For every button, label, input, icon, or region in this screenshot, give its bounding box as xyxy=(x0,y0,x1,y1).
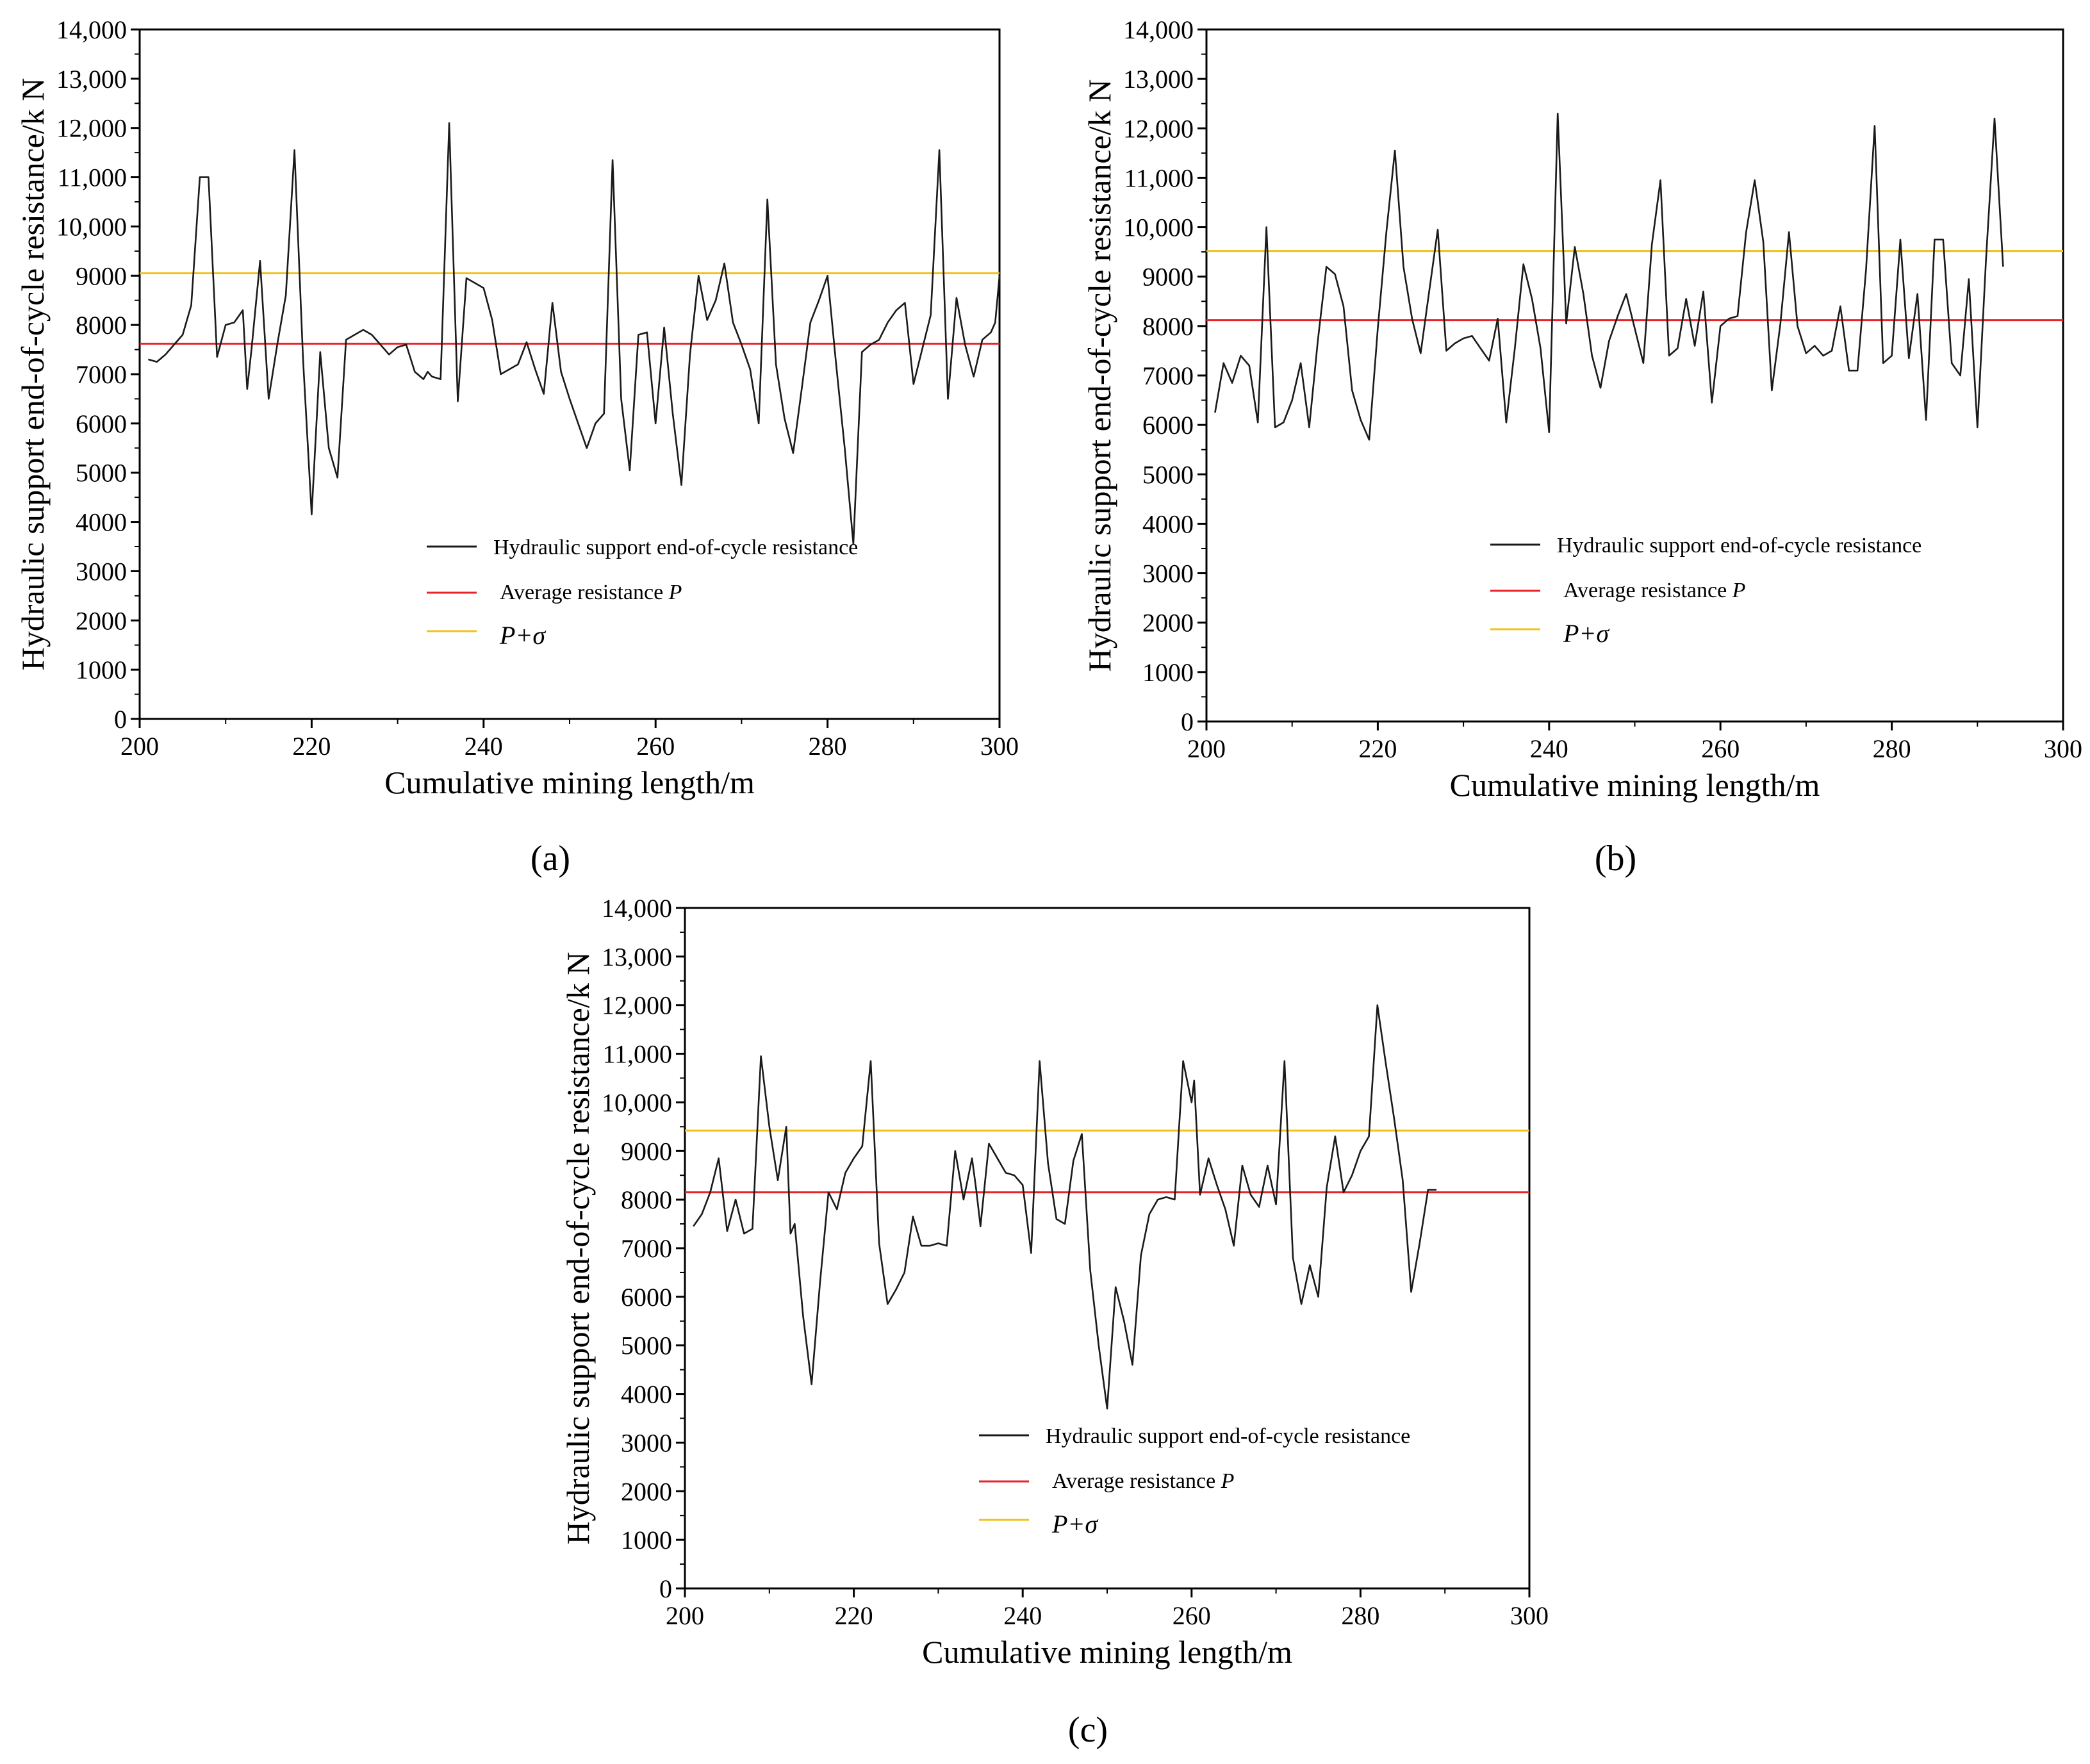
y-tick-label: 4000 xyxy=(621,1380,672,1409)
x-tick-label: 200 xyxy=(1187,734,1226,763)
x-tick-label: 240 xyxy=(1530,734,1568,763)
y-tick-label: 8000 xyxy=(76,311,127,340)
y-tick-label: 4000 xyxy=(1142,509,1194,538)
x-tick-label: 240 xyxy=(465,732,503,761)
legend-label-series: Hydraulic support end-of-cycle resistanc… xyxy=(1046,1424,1410,1448)
y-tick-label: 7000 xyxy=(1142,361,1194,390)
x-tick-label: 260 xyxy=(1173,1601,1211,1630)
y-tick-label: 14,000 xyxy=(56,15,127,44)
y-tick-label: 2000 xyxy=(1142,609,1194,638)
x-tick-label: 280 xyxy=(1873,734,1911,763)
panel-caption: (c) xyxy=(1068,1710,1108,1750)
y-tick-label: 5000 xyxy=(76,459,127,488)
chart-panel-a: 0 1000 2000 3000 4000 5000 6000 7000 8000 9000 10,… xyxy=(15,15,1019,878)
x-axis-label: Cumulative mining length/m xyxy=(384,764,755,800)
resistance-series-line xyxy=(693,1004,1436,1410)
legend-label-average: Average resistance P xyxy=(500,581,682,604)
y-axis-label: Hydraulic support end-of-cycle resistanc… xyxy=(560,952,596,1545)
y-tick-label: 3000 xyxy=(621,1428,672,1457)
y-tick-label: 8000 xyxy=(621,1185,672,1214)
y-tick-label: 1000 xyxy=(1142,658,1194,687)
y-tick-label: 14,000 xyxy=(602,894,672,923)
x-tick-label: 300 xyxy=(980,732,1019,761)
y-tick-label: 10,000 xyxy=(56,212,127,241)
legend: Hydraulic support end-of-cycle resistanc… xyxy=(979,1424,1410,1538)
legend-label-series: Hydraulic support end-of-cycle resistanc… xyxy=(1557,534,1921,557)
y-tick-label: 9000 xyxy=(1142,263,1194,292)
legend-label-p-sigma: P+σ xyxy=(499,621,546,650)
x-tick-label: 260 xyxy=(1701,734,1740,763)
x-tick-label: 280 xyxy=(809,732,847,761)
y-tick-label: 14,000 xyxy=(1123,15,1194,44)
y-tick-label: 13,000 xyxy=(602,943,672,971)
x-tick-label: 220 xyxy=(835,1601,873,1630)
y-tick-label: 6000 xyxy=(621,1283,672,1312)
y-tick-label: 0 xyxy=(1181,707,1194,736)
y-tick-label: 5000 xyxy=(1142,460,1194,489)
legend-label-series: Hydraulic support end-of-cycle resistanc… xyxy=(493,536,858,559)
y-tick-label: 10,000 xyxy=(602,1088,672,1117)
x-tick-label: 200 xyxy=(120,732,159,761)
y-tick-label: 11,000 xyxy=(1124,163,1194,192)
y-tick-label: 7000 xyxy=(621,1234,672,1263)
x-tick-label: 220 xyxy=(1358,734,1397,763)
x-tick-label: 260 xyxy=(636,732,675,761)
resistance-series-line xyxy=(1214,112,2004,441)
y-tick-label: 7000 xyxy=(76,360,127,389)
x-tick-label: 300 xyxy=(2044,734,2082,763)
y-tick-label: 6000 xyxy=(1142,411,1194,440)
y-tick-label: 3000 xyxy=(76,557,127,586)
y-tick-label: 2000 xyxy=(76,606,127,635)
y-tick-label: 1000 xyxy=(76,655,127,684)
legend: Hydraulic support end-of-cycle resistanc… xyxy=(427,536,858,650)
x-axis-label: Cumulative mining length/m xyxy=(1450,767,1820,803)
y-tick-label: 13,000 xyxy=(56,65,127,94)
x-tick-label: 240 xyxy=(1003,1601,1042,1630)
y-axis-label: Hydraulic support end-of-cycle resistanc… xyxy=(15,78,51,671)
legend-label-average: Average resistance P xyxy=(1563,579,1745,602)
y-tick-label: 9000 xyxy=(76,261,127,290)
y-tick-label: 12,000 xyxy=(56,114,127,143)
y-tick-label: 0 xyxy=(114,705,127,734)
y-tick-label: 11,000 xyxy=(602,1040,672,1069)
chart-panel-c: 0 1000 2000 3000 4000 5000 6000 7000 8000 9000 10,… xyxy=(560,894,1549,1750)
y-tick-label: 4000 xyxy=(76,508,127,537)
y-tick-label: 11,000 xyxy=(57,163,127,192)
y-axis-label: Hydraulic support end-of-cycle resistanc… xyxy=(1082,79,1117,672)
legend-label-p-sigma: P+σ xyxy=(1051,1510,1098,1538)
y-tick-label: 8000 xyxy=(1142,312,1194,341)
legend-label-average: Average resistance P xyxy=(1052,1469,1234,1493)
y-tick-label: 9000 xyxy=(621,1137,672,1166)
y-tick-label: 0 xyxy=(659,1574,672,1603)
x-tick-label: 300 xyxy=(1510,1601,1549,1630)
x-tick-label: 200 xyxy=(666,1601,704,1630)
x-tick-label: 220 xyxy=(292,732,331,761)
y-tick-label: 12,000 xyxy=(602,991,672,1020)
legend: Hydraulic support end-of-cycle resistanc… xyxy=(1490,534,1921,648)
panel-caption: (b) xyxy=(1595,839,1636,878)
y-tick-label: 1000 xyxy=(621,1526,672,1554)
y-tick-label: 5000 xyxy=(621,1331,672,1360)
y-tick-label: 13,000 xyxy=(1123,65,1194,94)
panel-caption: (a) xyxy=(531,839,570,878)
resistance-series-line xyxy=(148,122,1001,545)
legend-label-p-sigma: P+σ xyxy=(1563,619,1609,648)
y-tick-label: 3000 xyxy=(1142,559,1194,588)
y-tick-label: 2000 xyxy=(621,1477,672,1506)
x-tick-label: 280 xyxy=(1341,1601,1379,1630)
y-tick-label: 10,000 xyxy=(1123,213,1194,242)
x-axis-label: Cumulative mining length/m xyxy=(922,1634,1292,1670)
y-tick-label: 12,000 xyxy=(1123,114,1194,143)
chart-panel-b: 0 1000 2000 3000 4000 5000 6000 7000 8000 9000 10,… xyxy=(1082,15,2082,878)
y-tick-label: 6000 xyxy=(76,409,127,438)
